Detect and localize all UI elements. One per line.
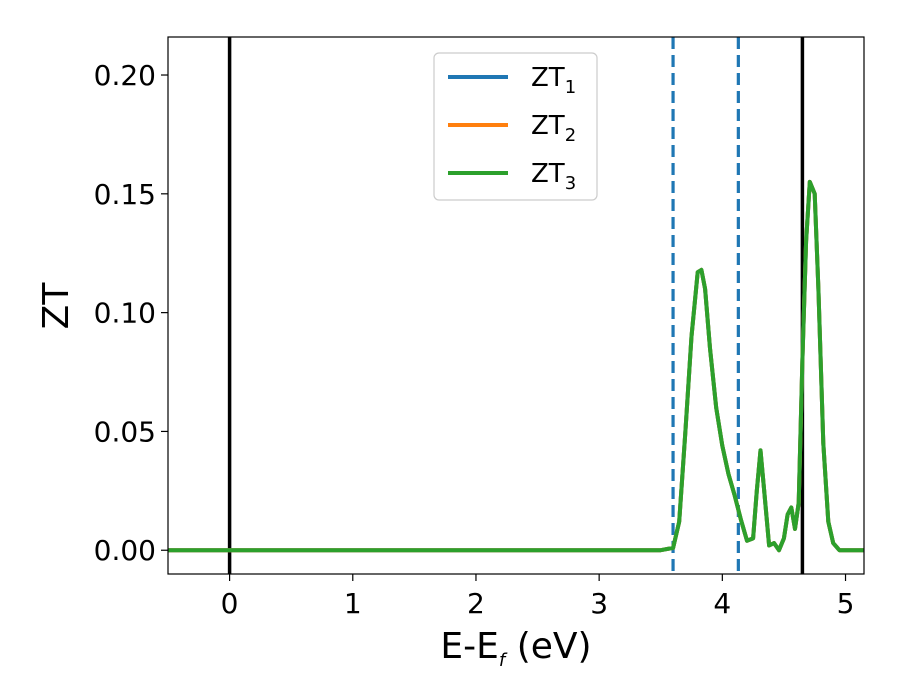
x-axis-label-subscript: f bbox=[499, 650, 508, 671]
y-tick-label: 0.15 bbox=[94, 178, 156, 211]
y-tick-label: 0.00 bbox=[94, 534, 156, 567]
x-tick-label: 1 bbox=[344, 587, 362, 620]
x-axis-label: E-Ef (eV) bbox=[440, 626, 591, 671]
plot-frame bbox=[167, 36, 865, 575]
legend-label-zt1: ZT1 bbox=[531, 63, 576, 98]
legend-label-zt2: ZT2 bbox=[531, 111, 576, 146]
x-tick-label: 5 bbox=[837, 587, 855, 620]
legend-label-zt3: ZT3 bbox=[531, 159, 576, 194]
x-tick-label: 4 bbox=[713, 587, 731, 620]
series-line-zt3 bbox=[168, 179, 864, 553]
x-tick-label: 0 bbox=[221, 587, 239, 620]
x-tick-label: 3 bbox=[590, 587, 608, 620]
legend-box bbox=[433, 52, 598, 201]
x-axis-ticks: 0 1 2 3 4 5 bbox=[221, 574, 855, 620]
series-line-zt2 bbox=[168, 179, 864, 553]
series-line-zt1 bbox=[168, 179, 864, 553]
series-layer bbox=[168, 179, 864, 553]
y-tick-label: 0.10 bbox=[94, 297, 156, 330]
legend: ZT1 ZT2 ZT3 bbox=[433, 52, 598, 201]
y-tick-label: 0.05 bbox=[94, 415, 156, 448]
y-tick-label: 0.20 bbox=[94, 59, 156, 92]
y-axis-label: ZT bbox=[36, 282, 77, 330]
y-axis-ticks: 0.00 0.05 0.10 0.15 0.20 bbox=[94, 59, 168, 567]
x-tick-label: 2 bbox=[467, 587, 485, 620]
